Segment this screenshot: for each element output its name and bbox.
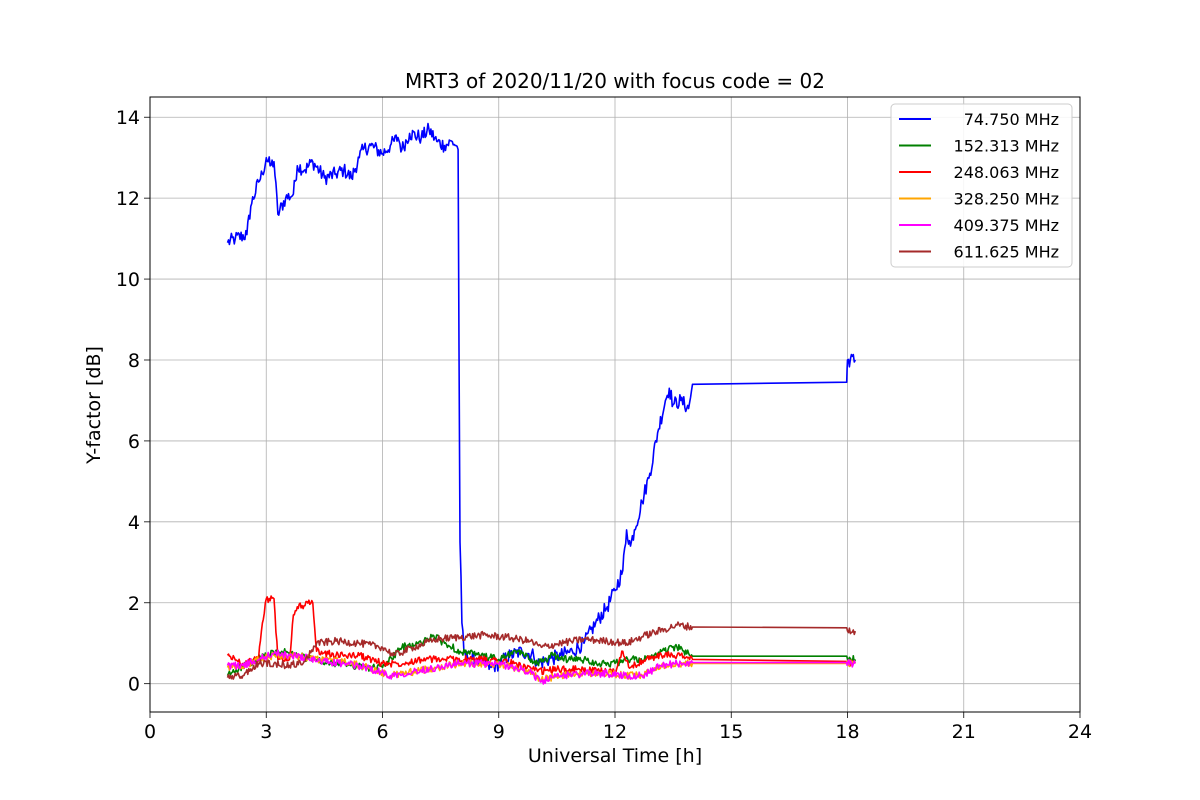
x-axis-label: Universal Time [h]	[528, 745, 702, 767]
y-tick-label: 2	[128, 593, 140, 615]
series-line-4	[226, 649, 857, 685]
y-tick-label: 14	[116, 107, 140, 129]
legend-label: 152.313 MHz	[954, 137, 1059, 156]
x-tick-label: 9	[493, 721, 505, 743]
y-tick-label: 8	[128, 350, 140, 372]
y-tick-label: 12	[116, 188, 140, 210]
legend-label: 611.625 MHz	[954, 243, 1059, 262]
series-line-0	[226, 122, 857, 673]
x-tick-label: 6	[376, 721, 388, 743]
y-tick-label: 0	[128, 674, 140, 696]
x-tick-label: 15	[719, 721, 743, 743]
chart-title: MRT3 of 2020/11/20 with focus code = 02	[405, 69, 825, 93]
y-axis-label: Y-factor [dB]	[83, 346, 105, 465]
series-line-5	[226, 621, 857, 680]
legend-label: 248.063 MHz	[954, 163, 1059, 182]
x-tick-label: 18	[835, 721, 859, 743]
x-tick-label: 24	[1068, 721, 1092, 743]
legend-label: 328.250 MHz	[954, 190, 1059, 209]
series-lines	[226, 122, 857, 685]
y-tick-label: 4	[128, 512, 140, 534]
x-tick-label: 21	[952, 721, 976, 743]
legend-label: 74.750 MHz	[964, 110, 1059, 129]
legend: 74.750 MHz 152.313 MHz 248.063 MHz 328.250 …	[890, 103, 1073, 268]
x-tick-label: 3	[260, 721, 272, 743]
legend-box	[890, 103, 1073, 268]
series-line-2	[226, 595, 857, 676]
y-tick-label: 6	[128, 431, 140, 453]
legend-label: 409.375 MHz	[954, 216, 1059, 235]
x-tick-label: 12	[603, 721, 627, 743]
y-tick-label: 10	[116, 269, 140, 291]
x-tick-label: 0	[144, 721, 156, 743]
